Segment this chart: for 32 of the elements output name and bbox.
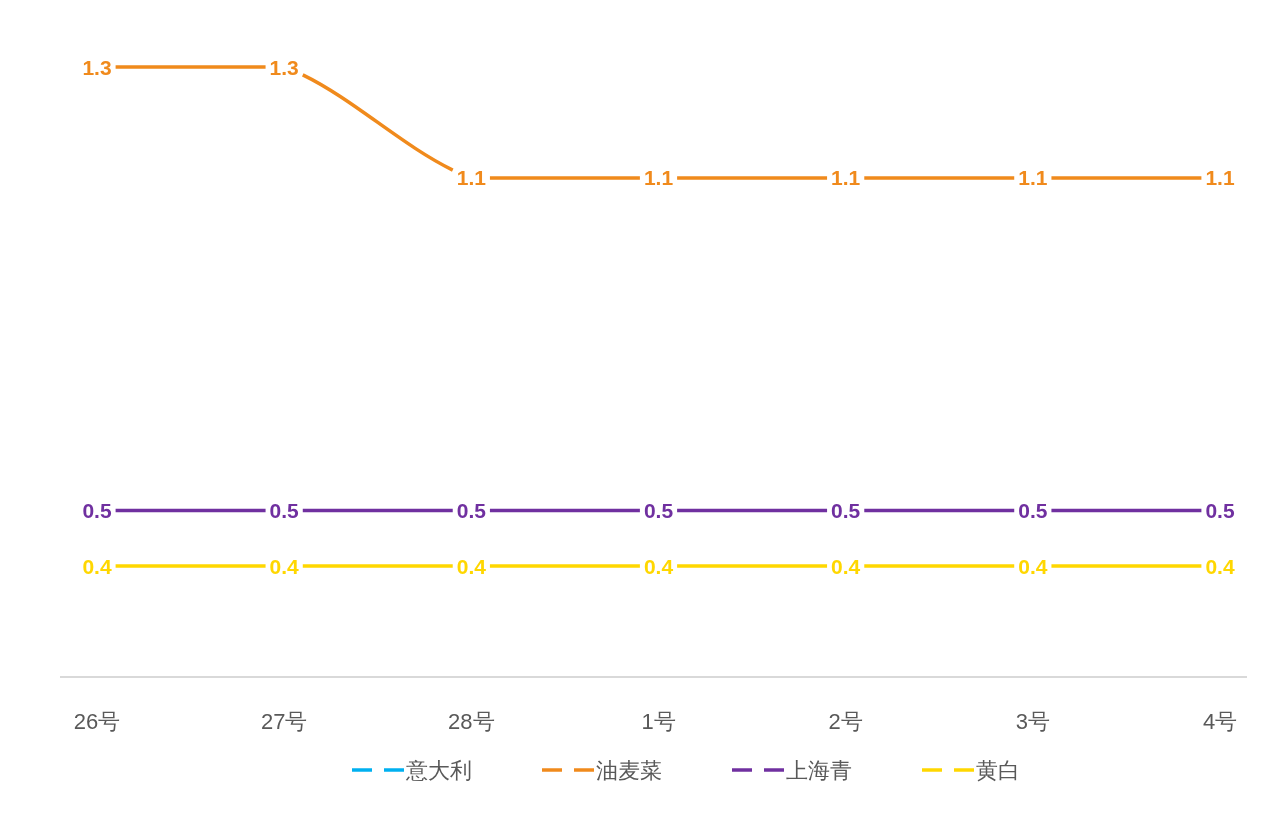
data-label: 1.1: [643, 166, 674, 190]
data-label: 1.1: [831, 166, 861, 190]
data-label: 0.5: [831, 499, 861, 523]
data-label: 1.3: [269, 55, 299, 79]
data-label: 0.4: [82, 554, 112, 578]
x-tick-label: 3号: [1015, 709, 1050, 734]
data-label: 0.5: [1205, 499, 1235, 523]
data-label: 0.5: [269, 499, 299, 523]
data-label: 0.5: [1018, 499, 1048, 523]
data-label: 1.1: [1205, 166, 1235, 190]
x-tick-label: 2号: [828, 709, 863, 734]
x-tick-label: 26号: [73, 709, 121, 734]
data-label: 1.1: [1018, 166, 1048, 190]
data-label: 0.5: [456, 499, 486, 523]
x-tick-label: 1号: [641, 709, 676, 734]
data-label: 0.4: [269, 554, 299, 578]
legend-label: 意大利: [405, 758, 472, 783]
data-label: 0.5: [82, 499, 112, 523]
x-tick-label: 28号: [448, 709, 495, 734]
x-tick-label: 4号: [1202, 709, 1238, 734]
data-label: 0.4: [831, 554, 861, 578]
legend-label: 黄白: [976, 758, 1020, 783]
legend-label: 上海青: [786, 758, 852, 783]
data-label: 0.4: [456, 554, 486, 578]
x-tick-label: 27号: [260, 709, 308, 734]
data-label: 1.1: [456, 166, 486, 190]
legend-label: 油麦菜: [596, 758, 662, 783]
data-label: 0.4: [1018, 554, 1048, 578]
data-label: 0.4: [643, 554, 674, 578]
data-label: 1.3: [82, 55, 112, 79]
data-label: 0.4: [1205, 554, 1235, 578]
data-label: 0.5: [643, 499, 674, 523]
